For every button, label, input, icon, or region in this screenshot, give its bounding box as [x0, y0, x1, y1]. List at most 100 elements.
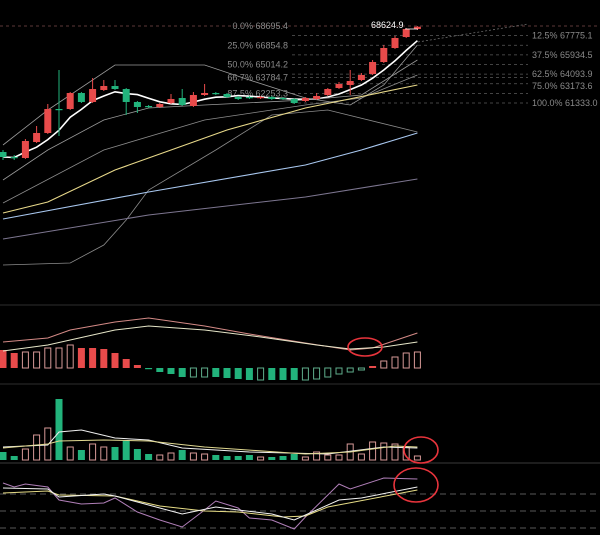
macd-histogram-bar — [0, 350, 7, 368]
fibonacci-retracement[interactable]: 0.0% 68695.4 12.5% 67775.1 25.0% 66854.8 37… — [0, 21, 600, 108]
candle-body — [391, 38, 399, 49]
last-price-label: 68624.9 — [371, 20, 404, 30]
volume-bar — [10, 456, 18, 460]
volume-bar — [145, 454, 153, 460]
candle-down — [245, 96, 253, 99]
volume-bar — [313, 451, 321, 461]
fib-level-label: 87.5% 62253.3 — [227, 88, 288, 98]
candle-body — [413, 26, 421, 30]
kdj-k-line — [2, 486, 418, 521]
macd-histogram-bar — [369, 366, 377, 368]
macd-histogram-bar — [268, 368, 276, 380]
volume-bar — [413, 455, 421, 461]
fib-price: 65934.5 — [560, 50, 593, 60]
candle-body — [178, 97, 186, 105]
volume-bar — [89, 443, 97, 461]
candle-body — [212, 92, 220, 95]
macd-histogram-bar — [234, 368, 242, 379]
fib-price: 64093.9 — [560, 69, 593, 79]
fib-price: 65014.2 — [255, 60, 288, 70]
macd-histogram-bar — [55, 347, 63, 369]
volume-bar — [66, 446, 74, 461]
fib-percent: 25.0% — [227, 40, 255, 50]
macd-histogram-bar — [223, 368, 231, 378]
candle-body — [201, 92, 209, 95]
candle-body — [133, 101, 141, 108]
macd-histogram-bar — [145, 368, 153, 370]
macd-histogram-bar — [10, 353, 18, 368]
fib-level-label: 0.0% 68695.4 — [232, 21, 288, 31]
fib-percent: 37.5% — [532, 50, 560, 60]
volume-bar — [122, 441, 130, 460]
candle-down — [268, 96, 276, 100]
fib-percent: 87.5% — [227, 88, 255, 98]
macd-histogram-bar — [122, 359, 130, 368]
macd-dif-line — [2, 317, 418, 351]
candle-up — [301, 96, 309, 102]
macd-histogram-bar — [89, 348, 97, 368]
candle-body — [66, 92, 74, 110]
fib-price: 67775.1 — [560, 31, 593, 41]
candle-body — [268, 96, 276, 99]
candle-up — [21, 139, 29, 160]
candle-body — [346, 81, 354, 85]
volume-bar — [178, 450, 186, 460]
indicator-line — [2, 178, 418, 240]
candle-down — [0, 150, 7, 161]
volume-bar — [0, 452, 7, 460]
candle-body — [0, 152, 7, 158]
candle-up — [313, 92, 321, 100]
candle-up — [201, 84, 209, 97]
candle-up — [100, 79, 108, 92]
macd-histogram-bar — [402, 352, 410, 369]
macd-histogram-bar — [156, 368, 164, 372]
macd-histogram-bar — [21, 351, 29, 369]
candle-up — [66, 92, 74, 110]
volume-bar — [100, 446, 108, 461]
volume-bar — [279, 456, 287, 460]
volume-bar — [245, 455, 253, 460]
candle-down — [77, 92, 85, 103]
macd-histogram-bar — [33, 351, 41, 369]
fib-price: 68695.4 — [255, 21, 288, 31]
fib-level-label: 75.0% 63173.6 — [532, 81, 593, 91]
macd-histogram-bar — [313, 367, 321, 380]
candle-body — [189, 94, 197, 107]
volume-bar — [212, 455, 220, 460]
kdj-panel — [0, 477, 600, 530]
volume-bar — [290, 454, 298, 460]
macd-dea-line — [2, 325, 418, 352]
candle-down — [10, 155, 18, 161]
fib-price: 66854.8 — [255, 40, 288, 50]
annotation-circle-volume — [403, 436, 439, 464]
volume-bar — [77, 450, 85, 460]
fib-percent: 62.5% — [532, 69, 560, 79]
macd-histogram-bar — [301, 367, 309, 381]
macd-histogram-bar — [279, 368, 287, 380]
candle-up — [346, 69, 354, 95]
volume-bar — [380, 442, 388, 461]
candle-body — [245, 96, 253, 99]
candle-body — [301, 97, 309, 102]
candle-down — [178, 89, 186, 107]
candlesticks — [0, 25, 421, 161]
candle-down — [212, 92, 220, 95]
candle-body — [111, 86, 119, 90]
fib-price: 63173.6 — [560, 81, 593, 91]
kdj-d-line — [2, 489, 418, 518]
fib-level-label: 25.0% 66854.8 — [227, 40, 288, 50]
macd-histogram-bar — [201, 367, 209, 378]
candle-body — [223, 94, 231, 97]
candle-up — [33, 125, 41, 143]
volume-bar — [324, 454, 332, 461]
panel-separators — [0, 304, 600, 464]
candle-body — [234, 96, 242, 99]
fib-percent: 100.0% — [532, 98, 565, 108]
macd-histogram-bar — [245, 368, 253, 380]
fib-percent: 0.0% — [232, 21, 255, 31]
indicator-line — [2, 84, 418, 214]
volume-bar — [133, 449, 141, 460]
candle-up — [402, 28, 410, 39]
candle-up — [324, 87, 332, 97]
